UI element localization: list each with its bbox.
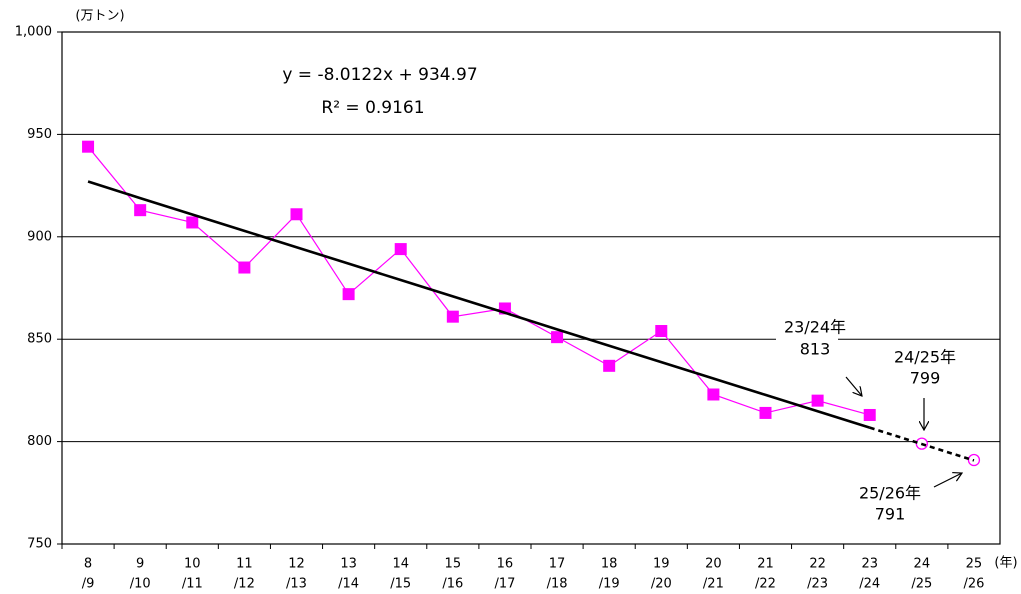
x-tick-label: 18: [601, 557, 618, 572]
x-tick-label: /26: [963, 577, 984, 592]
trend-projection: [869, 426, 975, 462]
data-point: [707, 388, 720, 401]
grid: [57, 31, 1001, 549]
y-unit: (万トン): [75, 9, 124, 24]
arrow: [933, 473, 962, 488]
x-tick-label: 15: [445, 557, 462, 572]
data-point: [394, 243, 407, 256]
x-tick-label: 8: [84, 557, 92, 572]
data-point: [759, 406, 772, 419]
x-unit: (年): [994, 556, 1017, 571]
annotation: 24/25年: [894, 348, 956, 367]
x-tick-label: /24: [859, 577, 880, 592]
plot-frame: [61, 31, 1001, 545]
series-line: [87, 146, 870, 416]
data-point: [238, 261, 251, 274]
data-point: [342, 288, 355, 301]
x-tick-label: 9: [136, 557, 144, 572]
x-tick-label: /13: [286, 577, 307, 592]
trend-line: [87, 180, 871, 429]
data-point: [551, 331, 564, 344]
x-tick-label: /17: [494, 577, 515, 592]
x-tick-label: 14: [392, 557, 409, 572]
x-tick-label: /12: [234, 577, 255, 592]
x-tick-label: 24: [914, 557, 931, 572]
data-point: [603, 359, 616, 372]
data-point: [863, 408, 876, 421]
arrow: [845, 376, 862, 396]
x-tick-label: /16: [442, 577, 463, 592]
data-point: [134, 204, 147, 217]
x-tick-label: /22: [755, 577, 776, 592]
y-tick-label: 800: [27, 434, 52, 449]
x-tick-label: /21: [703, 577, 724, 592]
y-tick-label: 850: [27, 332, 52, 347]
annotation: 799: [910, 369, 941, 388]
x-tick-label: 13: [340, 557, 357, 572]
annotation: 813: [800, 340, 831, 359]
x-tick-label: /9: [82, 577, 95, 592]
y-tick-label: 1,000: [15, 25, 52, 40]
data-point: [655, 325, 668, 338]
data-point: [290, 208, 303, 221]
x-tick-label: /19: [599, 577, 620, 592]
y-tick-label: 950: [27, 127, 52, 142]
annotation: 791: [875, 505, 906, 524]
label-background: [776, 330, 838, 362]
x-tick-label: 12: [288, 557, 305, 572]
x-tick-label: 22: [809, 557, 826, 572]
x-tick-label: 17: [549, 557, 566, 572]
x-tick-label: 16: [497, 557, 514, 572]
x-tick-label: /18: [547, 577, 568, 592]
x-tick-label: 21: [757, 557, 774, 572]
x-tick-label: /11: [182, 577, 203, 592]
x-tick-label: /25: [911, 577, 932, 592]
x-tick-label: 10: [184, 557, 201, 572]
x-tick-label: /10: [130, 577, 151, 592]
r-squared: R² = 0.9161: [321, 98, 424, 118]
equation: y = -8.0122x + 934.97: [282, 65, 477, 85]
x-tick-label: /14: [338, 577, 359, 592]
x-tick-label: 20: [705, 557, 722, 572]
x-tick-label: 19: [653, 557, 670, 572]
y-tick-label: 900: [27, 229, 52, 244]
data-point: [446, 310, 459, 323]
x-tick-label: /23: [807, 577, 828, 592]
annotation: 23/24年: [784, 318, 846, 337]
x-tick-label: /15: [390, 577, 411, 592]
annotation: 25/26年: [859, 484, 921, 503]
x-tick-label: /20: [651, 577, 672, 592]
x-tick-label: 11: [236, 557, 253, 572]
x-tick-label: 23: [861, 557, 878, 572]
data-point: [186, 216, 199, 229]
data-point: [811, 394, 824, 407]
data-point: [82, 140, 95, 153]
x-tick-label: 25: [966, 557, 983, 572]
y-tick-label: 750: [27, 537, 52, 552]
